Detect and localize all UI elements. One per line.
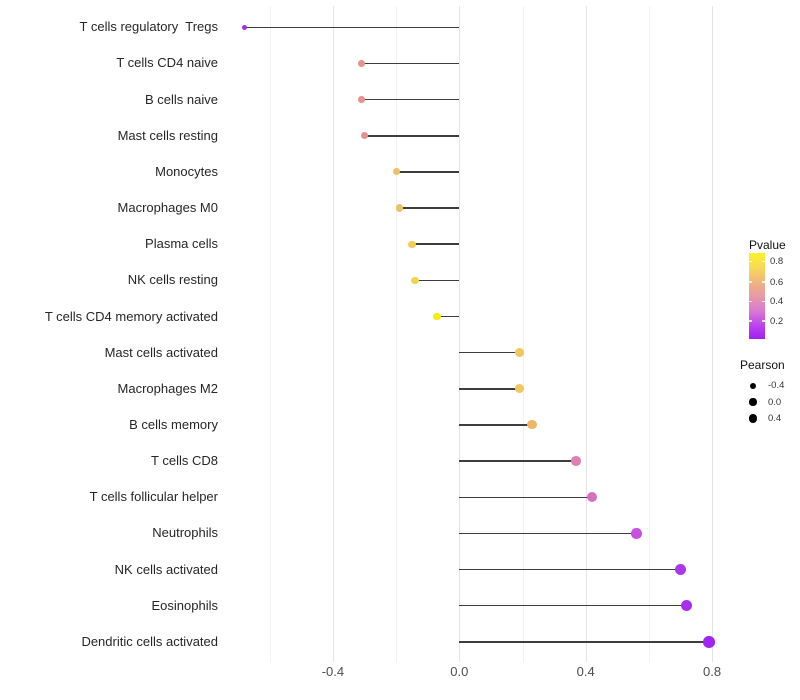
lollipop-stem <box>361 98 460 101</box>
lollipop-stem <box>459 424 532 426</box>
colorbar-tick-mark <box>749 300 752 303</box>
lollipop-dot <box>395 204 403 212</box>
lollipop-dot <box>527 420 537 430</box>
colorbar-tick-label: 0.8 <box>770 256 784 268</box>
lollipop-dot <box>681 600 693 612</box>
lollipop-stem <box>459 351 520 354</box>
size-legend-label: 0.0 <box>768 396 782 408</box>
size-legend-label: 0.4 <box>768 413 782 424</box>
lollipop-dot <box>361 132 368 140</box>
y-axis-label: Macrophages M0 <box>117 200 218 216</box>
lollipop-dot <box>630 528 642 539</box>
lollipop-stem <box>459 388 520 390</box>
lollipop-stem <box>459 604 687 607</box>
size-legend-label: -0.4 <box>768 380 785 391</box>
colorbar-tick-label: 0.4 <box>770 295 784 307</box>
lollipop-dot <box>514 384 524 394</box>
x-tick-label: 0.8 <box>703 664 722 679</box>
x-tick-label: 0.4 <box>576 664 595 679</box>
y-axis-label: NK cells resting <box>127 272 218 288</box>
lollipop-stem <box>399 207 460 209</box>
x-minor-gridline <box>522 6 524 662</box>
lollipop-stem <box>459 532 637 535</box>
y-axis-label: Monocytes <box>155 163 218 179</box>
y-axis-label: Macrophages M2 <box>117 380 218 396</box>
y-axis-label: T cells CD4 naive <box>116 55 218 71</box>
lollipop-dot <box>514 348 524 358</box>
size-legend-dot <box>749 398 757 406</box>
x-major-gridline <box>332 6 334 662</box>
x-minor-gridline <box>269 6 271 662</box>
colorbar-tick-mark <box>762 281 765 283</box>
y-axis-label: Dendritic cells activated <box>81 633 218 649</box>
colorbar-tick-mark <box>762 320 765 322</box>
lollipop-stem <box>244 26 460 29</box>
lollipop-stem <box>459 641 709 643</box>
y-axis-label: T cells CD4 memory activated <box>44 308 218 324</box>
x-major-gridline <box>712 6 714 662</box>
lollipop-stem <box>459 460 577 462</box>
lollipop-dot <box>411 276 419 285</box>
lollipop-dot <box>587 492 597 503</box>
lollipop-stem <box>459 496 593 498</box>
lollipop-dot <box>358 60 365 67</box>
y-axis-label: Eosinophils <box>151 597 219 613</box>
pvalue-colorbar <box>749 253 765 339</box>
lollipop-stem <box>415 279 460 282</box>
colorbar-tick-mark <box>762 260 765 263</box>
x-major-gridline <box>459 6 461 662</box>
lollipop-dot <box>241 24 247 30</box>
y-axis-label: NK cells activated <box>114 561 218 577</box>
y-axis-label: T cells regulatory Tregs <box>79 19 218 35</box>
colorbar-tick-label: 0.2 <box>770 315 784 327</box>
lollipop-dot <box>571 456 582 466</box>
colorbar-tick-label: 0.6 <box>770 276 784 288</box>
x-minor-gridline <box>648 6 650 662</box>
colorbar-tick-mark <box>749 281 752 283</box>
y-axis-label: T cells follicular helper <box>89 489 218 505</box>
colorbar-tick-mark <box>749 260 752 263</box>
x-tick-label: -0.4 <box>321 664 345 679</box>
lollipop-stem <box>411 243 460 245</box>
colorbar-tick-mark <box>749 320 752 322</box>
x-minor-gridline <box>396 6 398 662</box>
y-axis-label: Neutrophils <box>152 525 218 541</box>
lollipop-stem <box>437 315 460 318</box>
size-legend-dot <box>750 382 756 389</box>
y-axis-label: Mast cells resting <box>117 127 218 143</box>
y-axis-label: B cells naive <box>145 91 218 107</box>
lollipop-dot <box>674 563 687 576</box>
lollipop-dot <box>358 96 365 103</box>
lollipop-stem <box>361 62 460 65</box>
size-legend-dot <box>748 414 758 423</box>
lollipop-dot <box>703 636 715 648</box>
x-major-gridline <box>585 6 587 662</box>
lollipop-stem <box>396 171 460 173</box>
plot-panel <box>230 6 720 662</box>
y-axis-label: T cells CD8 <box>151 453 218 469</box>
colorbar-tick-mark <box>762 300 765 303</box>
x-tick-label: 0.0 <box>450 664 469 679</box>
lollipop-stem <box>459 568 681 571</box>
lollipop-dot <box>408 240 416 248</box>
lollipop-stem <box>364 135 460 137</box>
pearson-legend-title: Pearson <box>740 358 785 372</box>
y-axis-label: Plasma cells <box>145 236 218 252</box>
y-axis-label: B cells memory <box>129 416 218 432</box>
pvalue-legend-title: Pvalue <box>749 238 786 252</box>
lollipop-dot <box>433 312 442 321</box>
lollipop-dot <box>392 168 400 176</box>
y-axis-label: Mast cells activated <box>104 344 218 360</box>
